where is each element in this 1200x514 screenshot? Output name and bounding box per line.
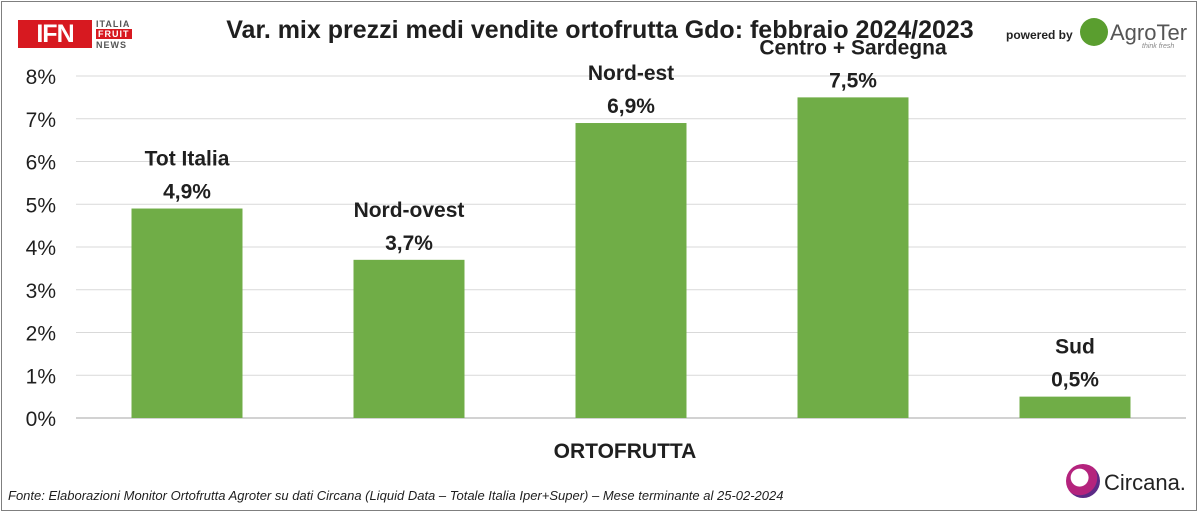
ifn-logo-main: IFN <box>18 20 92 48</box>
data-label: 7,5% <box>829 69 877 92</box>
data-label: 6,9% <box>607 95 655 118</box>
agroter-leaf-icon <box>1080 18 1108 46</box>
bar <box>797 97 909 418</box>
y-tick-label: 6% <box>26 152 56 175</box>
ifn-logo-line2: FRUIT <box>96 29 132 39</box>
powered-by-label: powered by <box>1006 28 1073 42</box>
category-label: Nord-ovest <box>354 199 465 222</box>
agroter-logo-word: AgroTer <box>1110 20 1188 45</box>
agroter-logo-tagline: think fresh <box>1142 43 1175 50</box>
category-label: Tot Italia <box>145 148 230 171</box>
ifn-logo: IFN ITALIA FRUIT NEWS <box>18 14 140 54</box>
y-tick-label: 8% <box>26 66 56 89</box>
source-note: Fonte: Elaborazioni Monitor Ortofrutta A… <box>8 488 784 503</box>
circana-ring-icon <box>1066 464 1100 498</box>
y-tick-label: 7% <box>26 109 56 132</box>
labels: 0% 1% 2% 3% 4% 5% 6% 7% 8% 4,9% Tot Italia 3,7% Nord… <box>26 36 1100 431</box>
data-label: 3,7% <box>385 232 433 255</box>
chart-title: Var. mix prezzi medi vendite ortofrutta … <box>226 16 974 44</box>
data-label: 4,9% <box>163 181 211 204</box>
ifn-logo-line1: ITALIA <box>96 19 131 29</box>
category-label: Centro + Sardegna <box>759 36 947 59</box>
data-label: 0,5% <box>1051 369 1099 392</box>
agroter-logo: AgroTer think fresh <box>1080 16 1190 52</box>
y-tick-label: 3% <box>26 280 56 303</box>
y-tick-label: 0% <box>26 408 56 431</box>
bar <box>353 259 465 418</box>
category-label: Nord-est <box>588 62 674 85</box>
y-tick-label: 1% <box>26 365 56 388</box>
x-axis-label: ORTOFRUTTA <box>554 440 697 463</box>
y-tick-label: 2% <box>26 323 56 346</box>
category-label: Sud <box>1055 336 1095 359</box>
bars <box>131 97 1131 419</box>
y-tick-label: 5% <box>26 194 56 217</box>
y-tick-label: 4% <box>26 237 56 260</box>
bar <box>131 208 243 418</box>
circana-logo-word: Circana. <box>1104 470 1186 495</box>
bar <box>1019 396 1131 418</box>
circana-logo: Circana. <box>1066 462 1190 502</box>
bar <box>575 123 687 419</box>
ifn-logo-line3: NEWS <box>96 40 127 50</box>
